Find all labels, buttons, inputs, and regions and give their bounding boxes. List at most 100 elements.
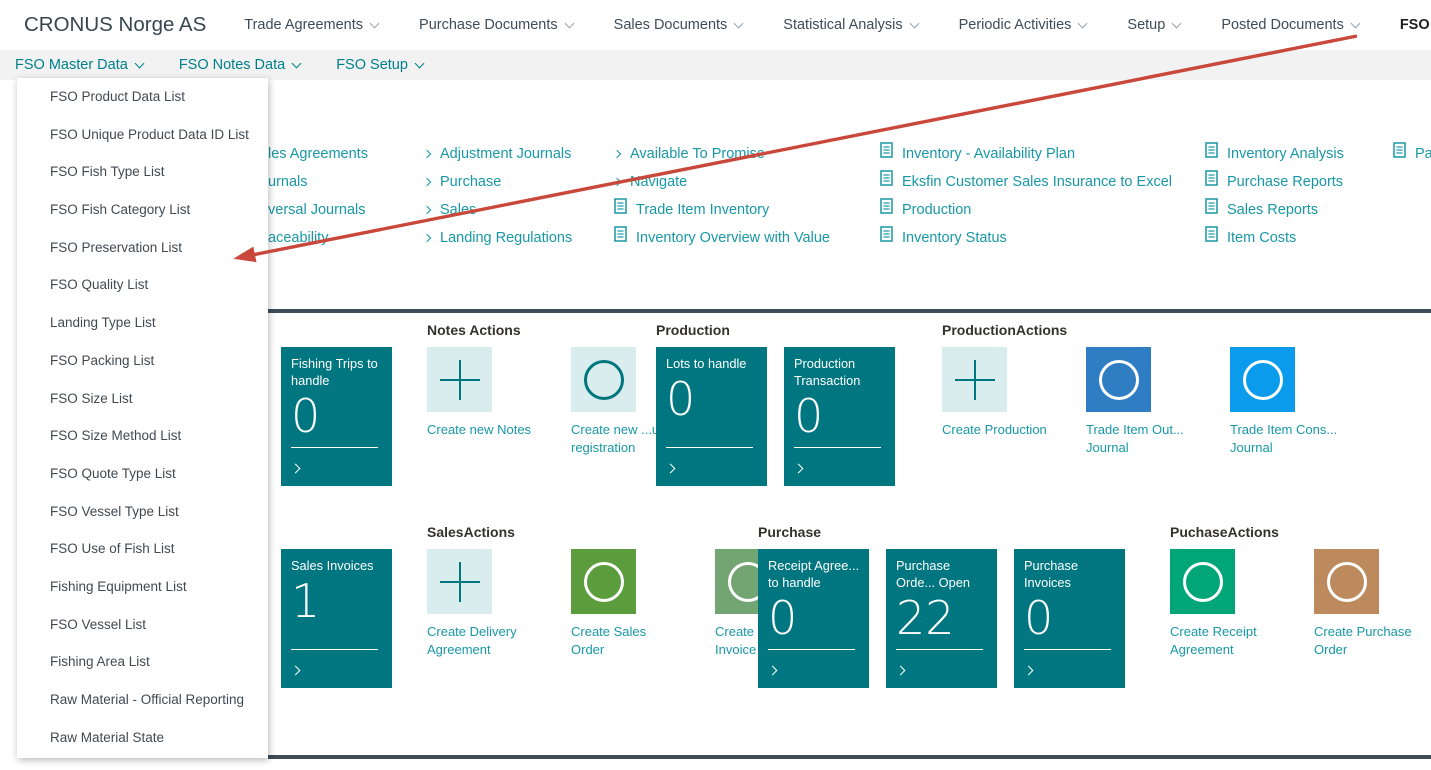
action-create-new-quick-registration[interactable]: Create new ...uick registration [571,347,679,457]
menu-item-fso-size-list[interactable]: FSO Size List [50,390,133,406]
chevron-right-icon [290,463,301,474]
menu-item-fso-unique-product-data-id-list[interactable]: FSO Unique Product Data ID List [50,126,249,142]
company-name[interactable]: CRONUS Norge AS [24,13,207,36]
action-group-puchase: Create Receipt Agreement Create Purchase… [1170,549,1431,659]
menu-item-fso-quality-list[interactable]: FSO Quality List [50,277,149,293]
nav-purchase-documents[interactable]: Purchase Documents [419,17,575,33]
link-item-costs[interactable]: Item Costs [1205,224,1344,252]
report-icon [880,196,893,224]
action-create-sales-order[interactable]: Create Sales Order [571,549,679,659]
menu-item-fso-fish-type-list[interactable]: FSO Fish Type List [50,164,165,180]
action-create-new-notes[interactable]: Create new Notes [427,347,535,457]
link-sales[interactable]: Sales [422,196,572,224]
chevron-down-icon [1077,18,1088,29]
link-inventory-availability-plan[interactable]: Inventory - Availability Plan [880,140,1172,168]
menu-item-fso-product-data-list[interactable]: FSO Product Data List [50,89,186,104]
cue-value: 0 [794,389,824,443]
link-purchase[interactable]: Purchase [422,168,572,196]
action-create-receipt-agreement[interactable]: Create Receipt Agreement [1170,549,1278,659]
action-group-production: Create Production Trade Item Out... Jour… [942,347,1338,457]
circle-icon [583,561,624,602]
cue-tile-purchase-invoices[interactable]: Purchase Invoices 0 [1014,549,1125,688]
circle-icon [1242,359,1283,400]
cue-value: 0 [768,591,798,645]
menu-item-fso-packing-list[interactable]: FSO Packing List [50,352,155,368]
chevron-right-icon [793,463,804,474]
cue-tile-production-transaction[interactable]: Production Transaction 0 [784,347,895,486]
chevron-right-icon [290,665,301,676]
cue-tile-purchase-orders-open[interactable]: Purchase Orde... Open 22 [886,549,997,688]
cue-value: 1 [291,574,321,628]
subnav-fso-master-data[interactable]: FSO Master Data [15,57,145,73]
action-group-notes: Create new Notes Create new ...uick regi… [427,347,679,457]
link-inventory-status[interactable]: Inventory Status [880,224,1172,252]
action-trade-item-consumption-journal[interactable]: Trade Item Cons... Journal [1230,347,1338,457]
chevron-right-icon [895,665,906,676]
action-create-purchase-order[interactable]: Create Purchase Order [1314,549,1422,659]
link-clipped[interactable]: versal Journals [268,202,366,218]
cue-tile-fishing-trips[interactable]: Fishing Trips to handle 0 [281,347,392,486]
menu-item-fso-fish-category-list[interactable]: FSO Fish Category List [50,202,191,218]
link-clipped[interactable]: les Agreements [268,146,368,162]
link-clipped[interactable]: aceability [268,230,329,246]
group-header-production: Production [656,322,730,338]
menu-item-raw-material-state[interactable]: Raw Material State [50,729,165,745]
link-inventory-overview-with-value[interactable]: Inventory Overview with Value [614,224,830,252]
plus-icon [439,359,480,400]
link-column-5: Inventory Analysis Purchase Reports Sale… [1205,140,1344,252]
link-adjustment-journals[interactable]: Adjustment Journals [422,140,572,168]
menu-item-fishing-area-list[interactable]: Fishing Area List [50,654,150,670]
action-trade-item-output-journal[interactable]: Trade Item Out... Journal [1086,347,1194,457]
subnav-fso-setup[interactable]: FSO Setup [336,57,425,73]
report-icon [614,224,627,252]
menu-item-fso-quote-type-list[interactable]: FSO Quote Type List [50,465,176,481]
link-column-3: Available To Promise Navigate Trade Item… [612,140,830,252]
menu-item-fso-vessel-list[interactable]: FSO Vessel List [50,616,147,632]
circle-icon [1182,561,1223,602]
chevron-right-icon [422,149,432,159]
chevron-down-icon [733,18,744,29]
menu-item-fso-vessel-type-list[interactable]: FSO Vessel Type List [50,503,179,519]
chevron-right-icon [665,463,676,474]
report-icon [880,168,893,196]
link-clipped-right[interactable]: Pa [1393,140,1431,168]
menu-item-raw-material-official-reporting[interactable]: Raw Material - Official Reporting [50,692,245,707]
link-navigate[interactable]: Navigate [612,168,830,196]
action-create-delivery-agreement[interactable]: Create Delivery Agreement [427,549,535,659]
subnav-fso-notes-data[interactable]: FSO Notes Data [179,57,302,73]
menu-item-fso-preservation-list[interactable]: FSO Preservation List [50,239,183,255]
nav-posted-documents[interactable]: Posted Documents [1221,17,1361,33]
link-production[interactable]: Production [880,196,1172,224]
action-group-sales: Create Delivery Agreement Create Sales O… [427,549,823,659]
report-icon [1205,168,1218,196]
link-eksfin-customer-sales-insurance[interactable]: Eksfin Customer Sales Insurance to Excel [880,168,1172,196]
cue-tile-receipt-agreements[interactable]: Receipt Agree... to handle 0 [758,549,869,688]
nav-periodic-activities[interactable]: Periodic Activities [959,17,1088,33]
menu-item-landing-type-list[interactable]: Landing Type List [50,315,156,331]
link-trade-item-inventory[interactable]: Trade Item Inventory [614,196,830,224]
link-purchase-reports[interactable]: Purchase Reports [1205,168,1344,196]
nav-statistical-analysis[interactable]: Statistical Analysis [783,17,920,33]
menu-item-fishing-equipment-list[interactable]: Fishing Equipment List [50,578,187,594]
link-clipped[interactable]: urnals [268,174,308,190]
cue-tile-sales-invoices[interactable]: Sales Invoices 1 [281,549,392,688]
chevron-down-icon [291,58,302,69]
link-sales-reports[interactable]: Sales Reports [1205,196,1344,224]
nav-trade-agreements[interactable]: Trade Agreements [244,17,380,33]
nav-setup[interactable]: Setup [1127,17,1182,33]
cue-group-sales: Sales Invoices 1 [281,549,392,688]
menu-item-fso-use-of-fish-list[interactable]: FSO Use of Fish List [50,541,175,557]
group-header-purchase: Purchase [758,524,822,540]
link-inventory-analysis[interactable]: Inventory Analysis [1205,140,1344,168]
group-header-production-actions: ProductionActions [942,322,1068,338]
link-landing-regulations[interactable]: Landing Regulations [422,224,572,252]
group-header-puchase-actions: PuchaseActions [1170,524,1279,540]
nav-sales-documents[interactable]: Sales Documents [614,17,744,33]
action-create-production[interactable]: Create Production [942,347,1050,457]
link-column-4: Inventory - Availability Plan Eksfin Cus… [880,140,1172,252]
nav-fso[interactable]: FSO [1399,17,1430,33]
link-available-to-promise[interactable]: Available To Promise [612,140,830,168]
cue-tile-lots-to-handle[interactable]: Lots to handle 0 [656,347,767,486]
menu-item-fso-size-method-list[interactable]: FSO Size Method List [50,428,182,444]
